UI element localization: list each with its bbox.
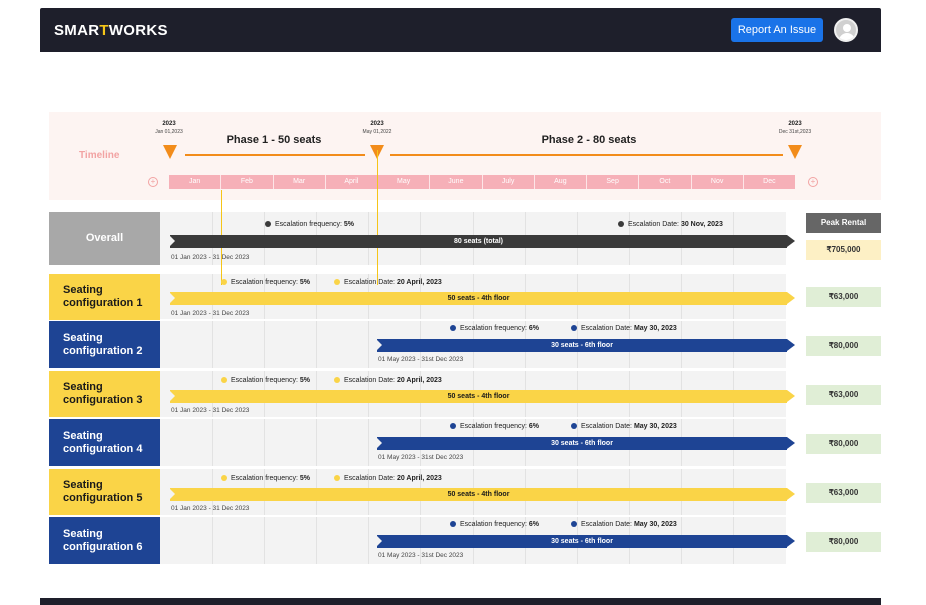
config-6-bar[interactable]: 30 seats - 6th floor [376,535,795,548]
peak-rental-config-1: ₹63,000 [806,287,881,307]
overall-escalation-date: Escalation Date: 30 Nov, 2023 [618,221,723,228]
peak-rental-total: ₹705,000 [806,240,881,260]
peak-rental-config-4: ₹80,000 [806,434,881,454]
milestone-year: 2023 [370,121,384,127]
month-strip: Jan Feb Mar April May June July Aug Sep … [169,175,795,189]
config-1-range: 01 Jan 2023 - 31 Dec 2023 [171,310,250,317]
peak-rental-config-6: ₹80,000 [806,532,881,552]
month-dec: Dec [763,178,776,185]
config-2-bar[interactable]: 30 seats - 6th floor [376,339,795,352]
config-5-label[interactable]: Seating configuration 5 [49,469,160,515]
config-3-range: 01 Jan 2023 - 31 Dec 2023 [171,407,250,414]
peak-rental-config-3: ₹63,000 [806,385,881,405]
config-5-range: 01 Jan 2023 - 31 Dec 2023 [171,505,250,512]
config-5-frequency: Escalation frequency: 5% [221,475,310,482]
month-jul: July [483,175,535,189]
config-6-range: 01 May 2023 - 31st Dec 2023 [378,552,464,559]
milestone-date: May 01,2022 [362,129,392,135]
milestone-date: Jan 01,2023 [155,129,183,135]
config-6-frequency: Escalation frequency: 6% [450,521,539,528]
timeline-prev-button[interactable]: + [148,177,158,187]
month-feb: Feb [221,175,274,189]
milestone-year: 2023 [162,121,176,127]
peak-rental-config-2: ₹80,000 [806,336,881,356]
month-mar: Mar [274,175,326,189]
config-4-date: Escalation Date: May 30, 2023 [571,423,677,430]
config-3-label[interactable]: Seating configuration 3 [49,371,160,417]
month-jun: June [430,175,483,189]
config-4-label[interactable]: Seating configuration 4 [49,419,160,466]
report-issue-button[interactable]: Report An Issue [731,18,823,42]
config-2-label[interactable]: Seating configuration 2 [49,321,160,368]
config-4-bar[interactable]: 30 seats - 6th floor [376,437,795,450]
timeline-panel: Timeline 2023 Jan 01,2023 2023 May 01,20… [49,112,881,200]
month-sep: Sep [587,175,640,189]
config-6-label[interactable]: Seating configuration 6 [49,517,160,564]
config-3-date: Escalation Date: 20 April, 2023 [334,377,442,384]
peak-rental-header: Peak Rental [806,213,881,233]
config-4-range: 01 May 2023 - 31st Dec 2023 [378,454,464,461]
config-4-frequency: Escalation frequency: 6% [450,423,539,430]
config-5-date: Escalation Date: 20 April, 2023 [334,475,442,482]
month-may: May [378,175,431,189]
milestone-marker [788,145,802,159]
overall-bar[interactable]: 80 seats (total) [169,235,795,248]
phase-2-line [390,154,783,156]
milestone-year: 2023 [788,121,802,127]
phase-guide-line [377,150,378,285]
milestone-marker [163,145,177,159]
phase-1-label: Phase 1 - 50 seats [226,134,322,146]
phase-2-label: Phase 2 - 80 seats [541,134,637,146]
config-6-date: Escalation Date: May 30, 2023 [571,521,677,528]
timeline-label: Timeline [79,150,120,161]
bottom-bar [40,598,881,605]
top-navbar: SMARTWORKS Report An Issue [40,8,881,52]
overall-escalation-frequency: Escalation frequency: 5% [265,221,354,228]
config-2-date: Escalation Date: May 30, 2023 [571,325,677,332]
config-1-date: Escalation Date: 20 April, 2023 [334,279,442,286]
user-avatar[interactable] [834,18,858,42]
config-3-frequency: Escalation frequency: 5% [221,377,310,384]
overall-label: Overall [49,212,160,265]
peak-rental-config-5: ₹63,000 [806,483,881,503]
app-frame: SMARTWORKS Report An Issue Timeline 2023… [40,0,881,605]
config-1-frequency: Escalation frequency: 5% [221,279,310,286]
overall-range: 01 Jan 2023 - 31 Dec 2023 [171,254,250,261]
month-apr: April [326,175,378,189]
milestone-date: Dec 31st,2023 [778,129,812,135]
config-5-bar[interactable]: 50 seats - 4th floor [169,488,795,501]
config-2-range: 01 May 2023 - 31st Dec 2023 [378,356,464,363]
timeline-next-button[interactable]: + [808,177,818,187]
month-nov: Nov [692,175,744,189]
config-1-label[interactable]: Seating configuration 1 [49,274,160,320]
month-oct: Oct [639,175,692,189]
config-2-frequency: Escalation frequency: 6% [450,325,539,332]
phase-1-line [185,154,365,156]
config-1-bar[interactable]: 50 seats - 4th floor [169,292,795,305]
month-aug: Aug [535,175,587,189]
smartworks-logo[interactable]: SMARTWORKS [54,22,168,39]
month-jan: Jan [169,175,222,189]
config-3-bar[interactable]: 50 seats - 4th floor [169,390,795,403]
